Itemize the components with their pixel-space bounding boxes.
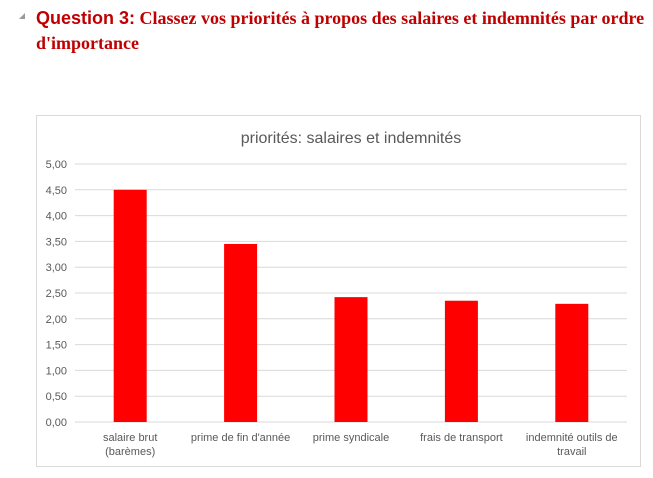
y-tick-label: 1,00 [46, 365, 67, 377]
x-tick-label: indemnité outils de travail [526, 432, 618, 458]
y-tick-label: 0,00 [46, 417, 67, 429]
x-tick-label: prime syndicale [313, 432, 389, 444]
question-text: Classez vos priorités à propos des salai… [36, 8, 645, 53]
question-number: Question 3: [36, 8, 136, 28]
question-heading: Question 3: Classez vos priorités à prop… [36, 6, 646, 56]
x-tick-label: prime de fin d'année [191, 432, 290, 444]
y-tick-label: 2,50 [46, 288, 67, 300]
y-tick-label: 4,00 [46, 211, 67, 223]
chart-title: priorités: salaires et indemnités [241, 130, 462, 147]
y-tick-label: 3,00 [46, 262, 67, 274]
bar [444, 300, 478, 422]
bar [113, 189, 147, 422]
y-tick-label: 0,50 [46, 391, 67, 403]
x-tick-label: frais de transport [420, 432, 503, 444]
y-tick-label: 4,50 [46, 185, 67, 197]
y-tick-label: 2,00 [46, 314, 67, 326]
y-tick-label: 3,50 [46, 236, 67, 248]
y-tick-label: 1,50 [46, 340, 67, 352]
y-tick-label: 5,00 [46, 159, 67, 171]
bar [224, 243, 258, 422]
bar [555, 303, 589, 422]
x-tick-label: salaire brut (barèmes) [103, 432, 157, 458]
bar [334, 297, 368, 422]
collapse-triangle-icon[interactable] [19, 13, 25, 19]
